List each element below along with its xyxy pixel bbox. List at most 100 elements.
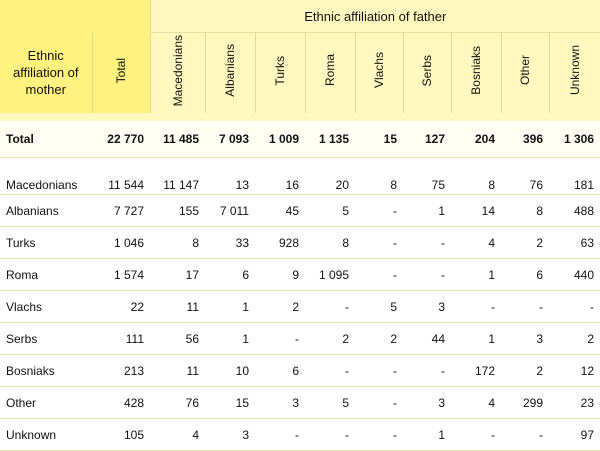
- table-body: Total 22 770 11 485 7 093 1 009 1 135 15 127 204…: [0, 121, 600, 451]
- row-label: Turks: [0, 226, 92, 259]
- table-cell: 5: [355, 290, 403, 323]
- table-cell: -: [305, 354, 355, 387]
- column-header-text: Macedonians: [170, 34, 185, 107]
- table-cell: 11 147: [150, 157, 205, 195]
- table-cell: 56: [150, 322, 205, 355]
- table-cell: 3: [255, 386, 305, 419]
- table-cell: 76: [150, 386, 205, 419]
- table-cell: 1 135: [305, 121, 355, 158]
- table-cell: 928: [255, 226, 305, 259]
- table-cell: 1: [205, 290, 255, 323]
- row-label: Other: [0, 386, 92, 419]
- table-cell: 2: [305, 322, 355, 355]
- table-cell: 11 485: [150, 121, 205, 158]
- column-header-text: Roma: [323, 54, 337, 87]
- table-cell: 15: [205, 386, 255, 419]
- mother-label-line: mother: [25, 82, 66, 98]
- row-label: Roma: [0, 258, 92, 291]
- table-cell: -: [403, 354, 451, 387]
- table-cell: -: [451, 290, 501, 323]
- table-cell: 1 306: [549, 121, 600, 158]
- row-label: Bosniaks: [0, 354, 92, 387]
- table-cell: 44: [403, 322, 451, 355]
- table-cell: 1 095: [305, 258, 355, 291]
- table-row: Bosniaks 213 11 10 6- - -172 2 12: [0, 354, 600, 387]
- row-label: Vlachs: [0, 290, 92, 323]
- table-cell: 10: [205, 354, 255, 387]
- table-cell: 63: [549, 226, 600, 259]
- table-cell: 396: [501, 121, 549, 158]
- column-header-vlachs: Vlachs: [354, 32, 403, 113]
- table-cell: 1: [451, 322, 501, 355]
- column-header-bosniaks: Bosniaks: [450, 32, 501, 113]
- table-cell: 13: [205, 157, 255, 195]
- table-cell: 22: [92, 290, 150, 323]
- table-cell: 5: [305, 386, 355, 419]
- column-header-text: Turks: [273, 55, 287, 86]
- column-header-text: Serbs: [420, 54, 434, 87]
- table-cell: 12: [549, 354, 600, 387]
- table-cell: 17: [150, 258, 205, 291]
- mother-label-line: affiliation of: [12, 65, 79, 81]
- column-header-other: Other: [500, 32, 549, 113]
- father-affiliation-title: Ethnic affiliation of father: [149, 0, 600, 33]
- table-row: Vlachs 22 11 1 2-5 3- - -: [0, 290, 600, 323]
- table-cell: 22 770: [92, 121, 150, 158]
- column-header-text: Unknown: [567, 45, 582, 96]
- column-header-macedonians: Macedonians: [149, 32, 205, 113]
- table-cell: 1 046: [92, 226, 150, 259]
- column-header-serbs: Serbs: [402, 32, 451, 113]
- table-cell: 7 093: [205, 121, 255, 158]
- table-cell: 2: [355, 322, 403, 355]
- table-cell: 2: [501, 354, 549, 387]
- table-cell: 1: [451, 258, 501, 291]
- table-cell: 8: [355, 157, 403, 195]
- table-cell: 181: [549, 157, 600, 195]
- table-cell: 11 544: [92, 157, 150, 195]
- table-cell: 155: [150, 194, 205, 227]
- column-header-text: Bosniaks: [469, 46, 483, 95]
- table-total-row: Total 22 770 11 485 7 093 1 009 1 135 15 127 204…: [0, 121, 600, 158]
- table-cell: 9: [255, 258, 305, 291]
- header-corner: [0, 0, 150, 33]
- table-cell: 1 009: [255, 121, 305, 158]
- table-cell: 8: [451, 157, 501, 195]
- table-cell: -: [355, 354, 403, 387]
- table-cell: 16: [255, 157, 305, 195]
- column-header-text: Other: [518, 55, 532, 86]
- table-cell: 11: [150, 290, 205, 323]
- table-cell: 3: [501, 322, 549, 355]
- column-header-text: Vlachs: [372, 52, 386, 89]
- table-cell: 213: [92, 354, 150, 387]
- column-header-turks: Turks: [254, 32, 305, 113]
- table-cell: 7 011: [205, 194, 255, 227]
- row-label: Serbs: [0, 322, 92, 355]
- table-cell: -: [355, 194, 403, 227]
- table-cell: 1: [205, 322, 255, 355]
- table-cell: 33: [205, 226, 255, 259]
- column-header-text: Total: [114, 57, 128, 83]
- table-cell: 6: [255, 354, 305, 387]
- row-label: Total: [0, 121, 92, 158]
- table-row: Other 428 76 15 3 5-3 4 299 23: [0, 386, 600, 419]
- column-header-total: Total: [91, 32, 150, 113]
- row-label: Macedonians: [0, 157, 92, 195]
- table-cell: -: [403, 226, 451, 259]
- table-cell: 14: [451, 194, 501, 227]
- table-cell: 1: [403, 194, 451, 227]
- header-spacer: [0, 113, 600, 121]
- table-cell: 20: [305, 157, 355, 195]
- table-cell: 7 727: [92, 194, 150, 227]
- table-cell: 45: [255, 194, 305, 227]
- table-cell: 3: [403, 386, 451, 419]
- table-row: Albanians 7 727 155 7 011 45 5-1 14 8 488: [0, 194, 600, 227]
- table-cell: 15: [355, 121, 403, 158]
- table-cell: 2: [549, 322, 600, 355]
- table-cell: 11: [150, 354, 205, 387]
- table-cell: 440: [549, 258, 600, 291]
- table-cell: -: [305, 290, 355, 323]
- column-header-albanians: Albanians: [204, 32, 255, 113]
- table-cell: 111: [92, 322, 150, 355]
- table-cell: -: [355, 258, 403, 291]
- mother-label-line: Ethnic: [27, 48, 64, 64]
